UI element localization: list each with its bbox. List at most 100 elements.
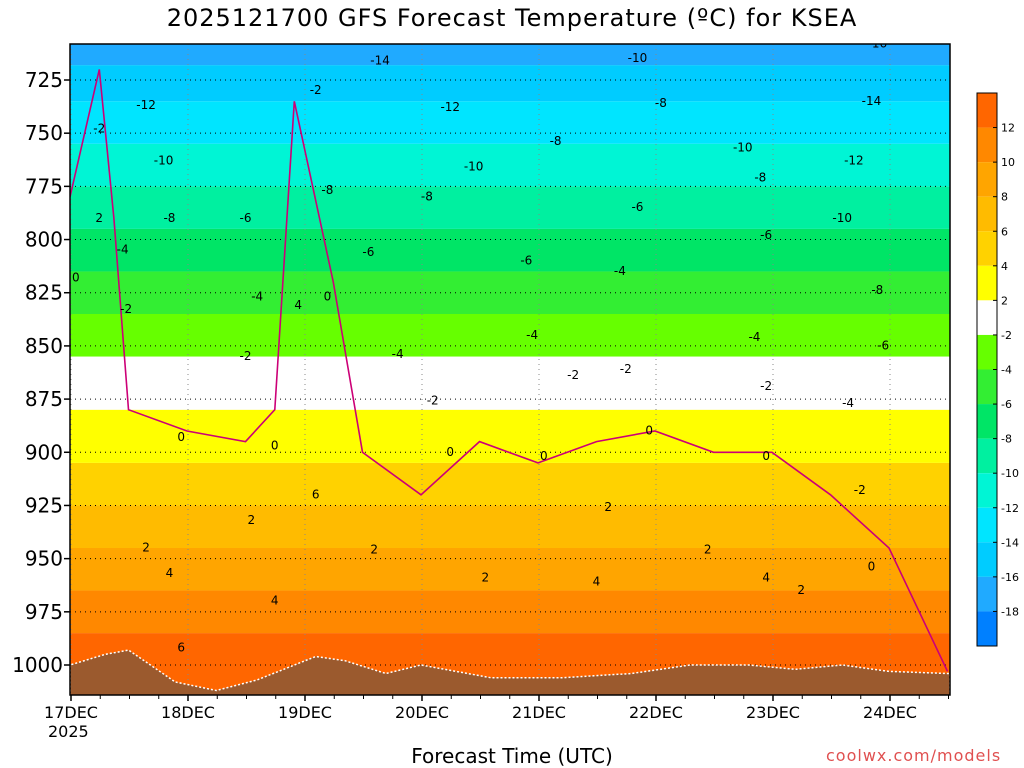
y-tick-label: 775 <box>25 174 63 198</box>
contour-label: -14 <box>370 53 390 67</box>
x-tick-label: 24DEC <box>863 703 917 722</box>
x-tick-label: 20DEC <box>395 703 449 722</box>
contour-label: -2 <box>240 349 252 363</box>
x-axis: 17DEC 18DEC 19DEC 20DEC 21DEC 22DEC 23DEC 24DEC <box>44 695 949 722</box>
contour-label: -2 <box>120 302 132 316</box>
contour-label: -4 <box>392 347 404 361</box>
colorbar-swatch <box>977 265 997 301</box>
contour-label: -4 <box>748 330 760 344</box>
contour-label: 0 <box>540 449 548 463</box>
contour-label: 2 <box>704 543 712 557</box>
colorbar-swatch <box>977 231 997 266</box>
contour-label: -8 <box>163 211 175 225</box>
contour-label: 2 <box>370 543 378 557</box>
contour-label: -12 <box>136 98 156 112</box>
contour-label: -2 <box>567 368 579 382</box>
y-tick-label: 900 <box>25 440 63 464</box>
contour-label: -8 <box>321 183 333 197</box>
colorbar-swatch <box>977 438 997 474</box>
colorbar-label: -14 <box>1001 536 1019 549</box>
contour-label: -6 <box>631 200 643 214</box>
colorbar-label: -2 <box>1001 329 1012 342</box>
contour-label: 6 <box>312 487 320 501</box>
contour-label: -2 <box>760 379 772 393</box>
plot-area: -2 2 0 -4 -2 -12 -10 -8 -6 -4 -2 0 0 2 4 6 2 4 -2 4 0 6 -14 -8 -… <box>70 36 950 695</box>
contour-label: -6 <box>520 253 532 267</box>
temperature-layers <box>70 44 950 693</box>
colorbar-label: 10 <box>1001 156 1015 169</box>
contour-label: 0 <box>177 430 185 444</box>
contour-label: -14 <box>862 94 882 108</box>
colorbar-swatch <box>977 93 997 128</box>
freezing-level-line <box>70 69 949 672</box>
temperature-band <box>70 462 950 506</box>
contour-label: -4 <box>842 396 854 410</box>
colorbar-label: 6 <box>1001 225 1008 238</box>
contour-label: 2 <box>248 513 256 527</box>
contour-label: -8 <box>421 190 433 204</box>
temperature-band <box>70 228 950 272</box>
x-tick-label: 23DEC <box>746 703 800 722</box>
contour-label: -8 <box>655 96 667 110</box>
contour-label: -4 <box>117 243 129 257</box>
contour-label: -12 <box>844 153 864 167</box>
contour-label: -4 <box>526 328 538 342</box>
contour-label: -10 <box>628 51 648 65</box>
contour-label: 2 <box>142 541 150 555</box>
y-tick-label: 1000 <box>12 653 63 677</box>
colorbar-swatch <box>977 334 997 370</box>
y-tick-label: 750 <box>25 121 63 145</box>
y-tick-label: 850 <box>25 334 63 358</box>
y-tick-label: 825 <box>25 281 63 305</box>
contour-label: 0 <box>271 438 279 452</box>
colorbar-swatch <box>977 507 997 543</box>
colorbar-label: -8 <box>1001 433 1012 446</box>
y-tick-label: 975 <box>25 600 63 624</box>
temperature-band <box>70 548 950 591</box>
colorbar-swatch <box>977 404 997 439</box>
contour-label: 0 <box>645 424 653 438</box>
y-axis: 725 750 775 800 825 850 875 900 925 950 975 1000 <box>12 68 70 677</box>
colorbar-label: 8 <box>1001 191 1008 204</box>
temperature-band <box>70 101 950 144</box>
contour-label: -2 <box>854 483 866 497</box>
contour-label: -16 <box>867 36 887 50</box>
colorbar-swatch <box>977 576 997 612</box>
contour-label: -12 <box>440 100 460 114</box>
colorbar-swatch <box>977 369 997 405</box>
contour-label: -2 <box>93 121 105 135</box>
contour-label: 4 <box>166 566 174 580</box>
y-tick-label: 800 <box>25 228 63 252</box>
x-tick-label: 21DEC <box>512 703 566 722</box>
colorbar-label: -16 <box>1001 571 1019 584</box>
x-tick-label: 18DEC <box>161 703 215 722</box>
temperature-band <box>70 505 950 548</box>
temperature-band <box>70 65 950 102</box>
contour-label: 4 <box>294 298 302 312</box>
x-tick-label: 17DEC <box>44 703 98 722</box>
contour-label: -10 <box>733 141 753 155</box>
colorbar-label: 4 <box>1001 260 1008 273</box>
y-tick-label: 950 <box>25 547 63 571</box>
contour-label: -10 <box>464 160 484 174</box>
contour-label: 2 <box>797 583 805 597</box>
colorbar-swatch <box>977 473 997 508</box>
colorbar-swatch <box>977 611 997 646</box>
contour-label: -10 <box>832 211 852 225</box>
temperature-band <box>70 143 950 187</box>
contour-label: -6 <box>362 245 374 259</box>
contour-label: 0 <box>762 449 770 463</box>
contour-label: 2 <box>95 211 103 225</box>
temperature-band <box>70 356 950 410</box>
colorbar-swatch <box>977 127 997 163</box>
contour-label: -2 <box>310 83 322 97</box>
contour-label: -6 <box>877 338 889 352</box>
contour-label: 2 <box>604 500 612 514</box>
contour-label: 0 <box>324 289 332 303</box>
contour-label: -2 <box>620 362 632 376</box>
contour-label: -4 <box>251 289 263 303</box>
temperature-band <box>70 186 950 229</box>
colorbar-label: -10 <box>1001 467 1019 480</box>
temperature-band <box>70 409 950 463</box>
gridlines <box>70 44 950 695</box>
